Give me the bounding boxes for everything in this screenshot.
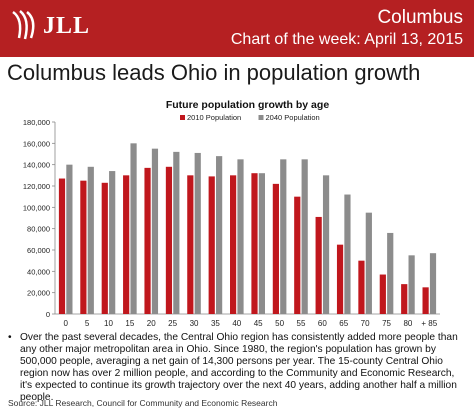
y-tick-label: 160,000: [23, 139, 50, 148]
x-tick-label: 5: [85, 319, 90, 328]
x-tick-label: 35: [211, 319, 220, 328]
bar-2040: [109, 171, 116, 314]
bar-2010: [379, 274, 386, 314]
chart-title: Future population growth by age: [166, 99, 329, 111]
population-bar-chart: Future population growth by age 2010 Popu…: [23, 99, 440, 328]
x-tick-label: 60: [318, 319, 327, 328]
y-tick-label: 0: [46, 310, 50, 319]
bar-2040: [280, 159, 287, 314]
bar-2010: [80, 180, 87, 314]
x-tick-label: 15: [125, 319, 134, 328]
bar-2010: [315, 216, 322, 314]
bar-2040: [237, 159, 244, 314]
y-tick-label: 180,000: [23, 118, 50, 127]
bar-2010: [144, 167, 151, 314]
chart-container: Future population growth by age 2010 Popu…: [0, 92, 474, 332]
legend-label-0: 2010 Population: [187, 113, 241, 122]
x-tick-label: 10: [104, 319, 113, 328]
y-tick-label: 140,000: [23, 161, 50, 170]
bar-2010: [208, 176, 215, 314]
bar-2010: [165, 166, 173, 314]
x-tick-label: 80: [403, 319, 412, 328]
body-text: Over the past several decades, the Centr…: [20, 332, 458, 403]
x-tick-label: 55: [297, 319, 306, 328]
x-tick-label: 20: [147, 319, 156, 328]
bullet-icon: •: [8, 332, 12, 343]
source-note: Source: JLL Research, Council for Commun…: [8, 398, 278, 408]
x-tick-label: 30: [190, 319, 199, 328]
bar-2010: [358, 260, 365, 314]
bar-2010: [272, 183, 279, 314]
legend-swatch-0: [180, 115, 185, 120]
bar-2010: [401, 284, 408, 314]
bar-2010: [251, 173, 258, 314]
bar-2010: [58, 178, 66, 314]
bar-2040: [429, 253, 437, 314]
bar-2040: [258, 173, 265, 314]
bar-2010: [422, 287, 429, 314]
y-tick-label: 100,000: [23, 203, 50, 212]
body-paragraph: • Over the past several decades, the Cen…: [8, 332, 468, 404]
bar-2040: [87, 166, 94, 314]
x-tick-label: 0: [63, 319, 68, 328]
jll-logo: JLL: [10, 9, 92, 43]
bar-2010: [336, 244, 344, 314]
bar-2040: [194, 152, 201, 314]
x-tick-label: + 85: [421, 319, 437, 328]
bar-2010: [123, 175, 130, 314]
x-tick-label: 75: [382, 319, 391, 328]
page-headline: Columbus leads Ohio in population growth: [7, 60, 421, 85]
y-tick-label: 80,000: [27, 225, 50, 234]
bar-2010: [187, 175, 194, 314]
bar-2010: [101, 182, 108, 314]
chart-of-week-date: Chart of the week: April 13, 2015: [230, 31, 463, 48]
bar-2040: [66, 164, 73, 314]
bar-2040: [408, 255, 415, 314]
bar-2040: [322, 175, 330, 314]
bar-2010: [230, 175, 237, 314]
x-tick-label: 65: [339, 319, 348, 328]
legend-label-1: 2040 Population: [266, 113, 320, 122]
bar-2040: [151, 148, 159, 314]
legend-swatch-1: [258, 115, 264, 120]
bar-2040: [387, 232, 394, 314]
y-tick-label: 40,000: [27, 267, 50, 276]
x-tick-label: 70: [361, 319, 370, 328]
bar-2010: [294, 196, 301, 314]
bar-2040: [130, 143, 137, 314]
bar-2040: [301, 159, 308, 314]
city-title: Columbus: [377, 7, 463, 28]
bar-2040: [365, 212, 372, 314]
y-tick-label: 60,000: [27, 246, 50, 255]
x-tick-label: 45: [254, 319, 263, 328]
bar-2040: [216, 156, 223, 314]
bar-2040: [173, 151, 180, 314]
header-banner: JLL Columbus Chart of the week: April 13…: [0, 0, 474, 57]
x-tick-label: 40: [232, 319, 241, 328]
bar-2040: [344, 194, 351, 314]
y-tick-label: 120,000: [23, 182, 50, 191]
jll-logo-icon: [12, 10, 35, 40]
brand-name: JLL: [43, 13, 91, 39]
y-tick-label: 20,000: [27, 289, 50, 298]
x-tick-label: 50: [275, 319, 284, 328]
x-tick-label: 25: [168, 319, 177, 328]
